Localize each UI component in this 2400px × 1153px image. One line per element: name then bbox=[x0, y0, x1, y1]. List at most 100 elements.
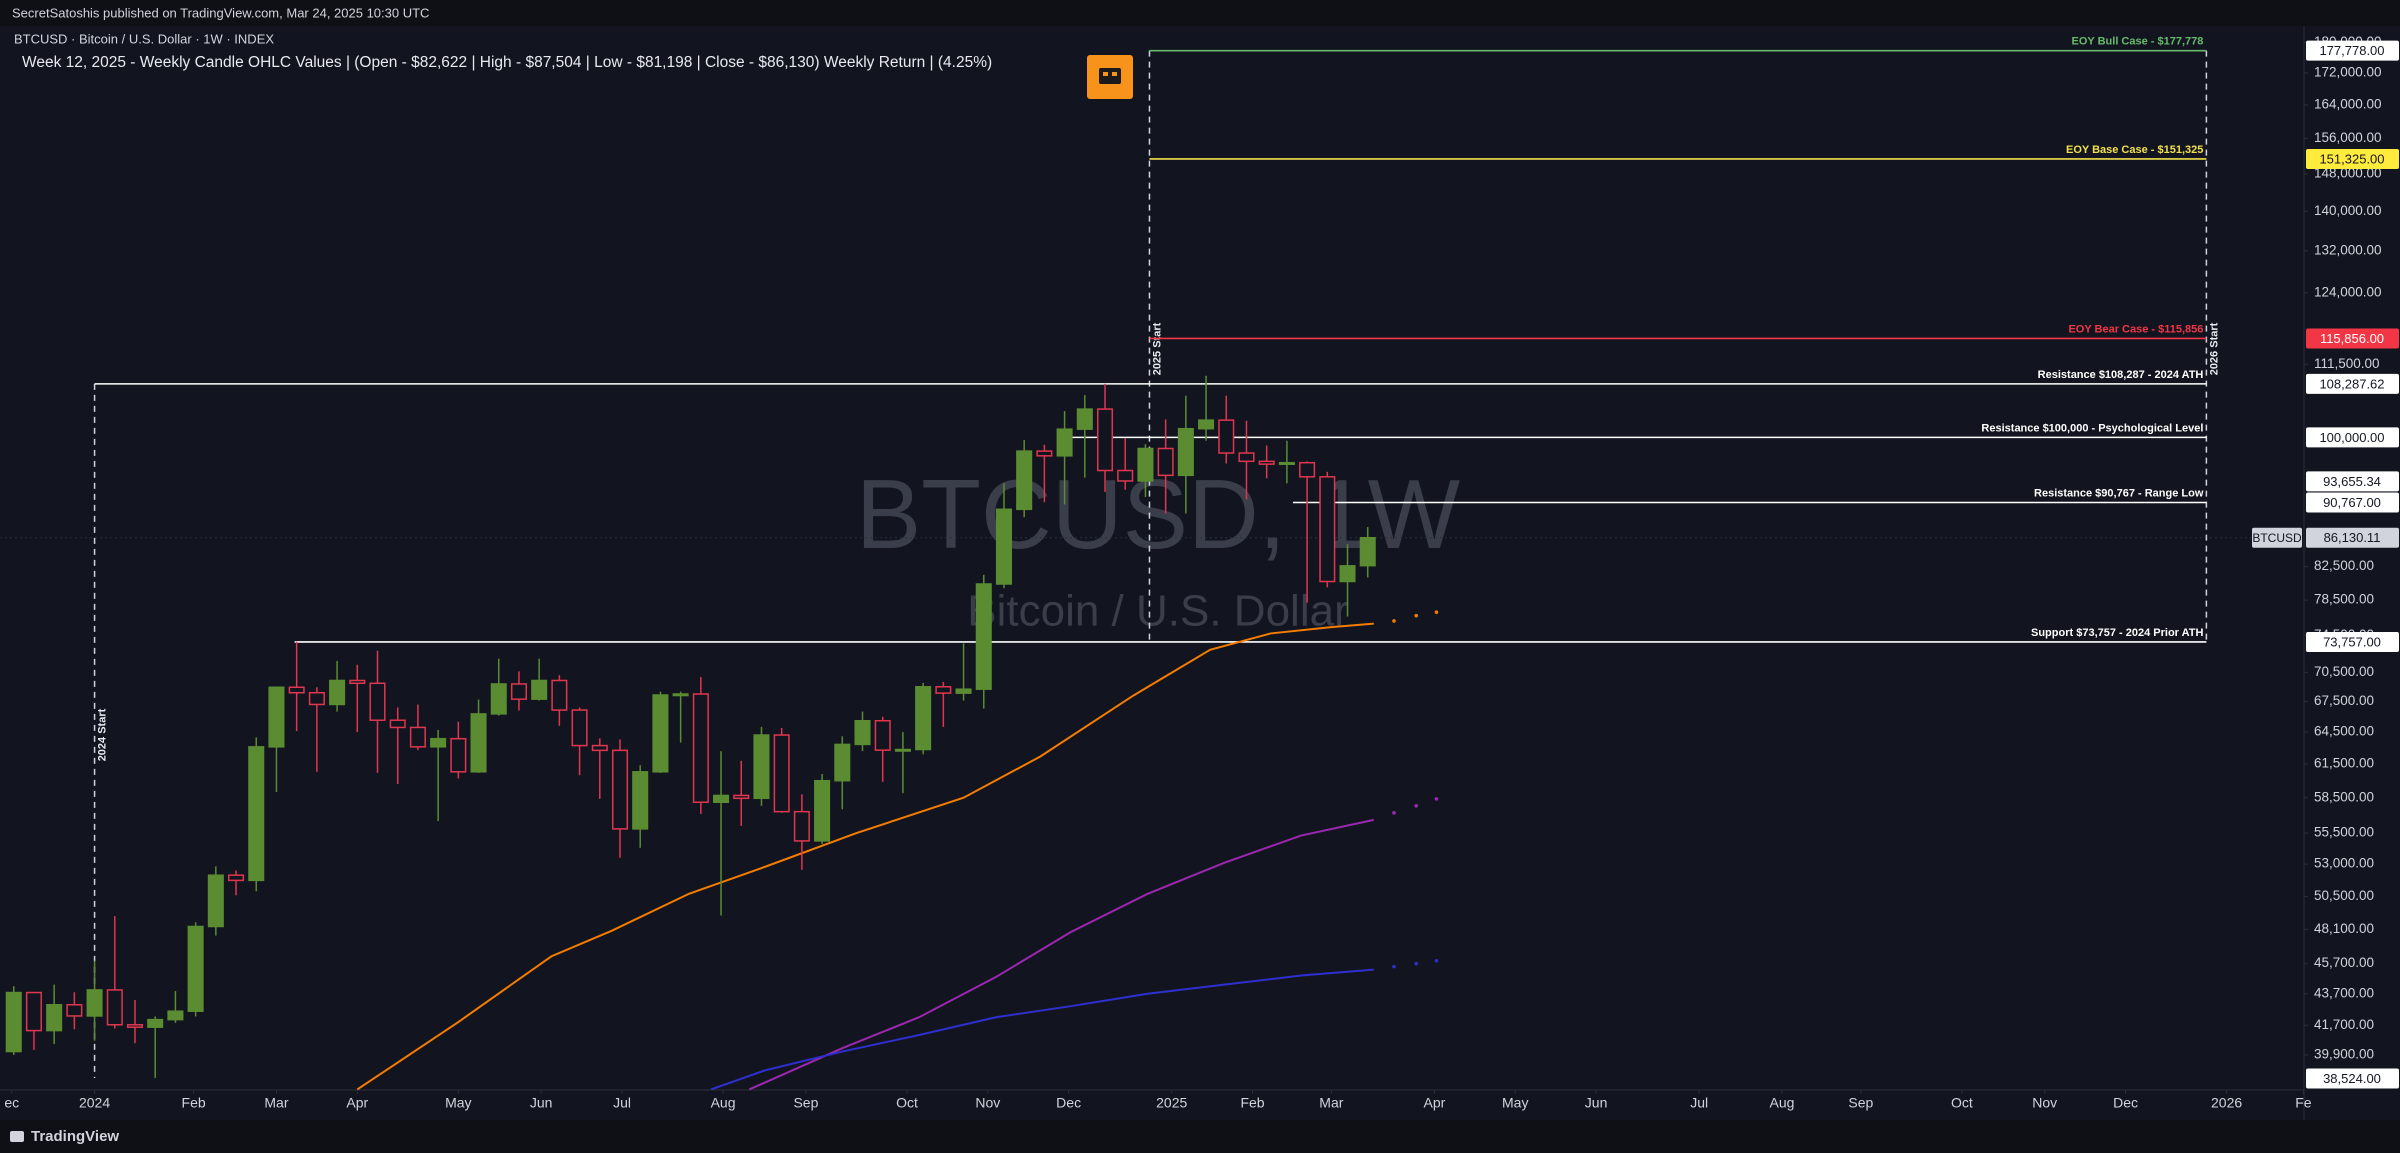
candle-body bbox=[1278, 461, 1295, 465]
candle-body bbox=[975, 583, 992, 690]
y-tick-label: 53,000.00 bbox=[2314, 856, 2374, 871]
candle-body bbox=[450, 737, 467, 773]
y-tick-label: 50,500.00 bbox=[2314, 888, 2374, 903]
marker-tag-box bbox=[2306, 1068, 2399, 1089]
x-tick-label: Aug bbox=[1770, 1095, 1795, 1111]
level-label: Resistance $100,000 - Psychological Leve… bbox=[1981, 422, 2203, 434]
moving-average-line bbox=[356, 622, 1374, 1090]
last-price-tag: 86,130.11 bbox=[2324, 530, 2381, 545]
level-tag: 100,000.00 bbox=[2319, 430, 2384, 445]
level-label: Resistance $90,767 - Range Low bbox=[2034, 487, 2204, 499]
level-tag-box bbox=[2306, 427, 2399, 448]
candle-body bbox=[1137, 447, 1154, 482]
level-tag-box bbox=[2306, 492, 2399, 513]
x-tick-label: May bbox=[1502, 1095, 1528, 1111]
candle-body bbox=[369, 682, 386, 721]
x-tick-label: Feb bbox=[182, 1095, 206, 1111]
x-tick-label: Nov bbox=[2032, 1095, 2057, 1111]
y-tick-label: 41,700.00 bbox=[2314, 1017, 2374, 1032]
x-tick-label: Jun bbox=[1585, 1095, 1608, 1111]
candle-body bbox=[389, 719, 406, 729]
logo-eye bbox=[1112, 72, 1117, 76]
y-tick-label: 67,500.00 bbox=[2314, 693, 2374, 708]
x-tick-label: Jul bbox=[1690, 1095, 1708, 1111]
candle-body bbox=[25, 991, 42, 1032]
x-tick-label: Oct bbox=[896, 1095, 918, 1111]
level-tag-box bbox=[2306, 373, 2399, 394]
marker-tag: 93,655.34 bbox=[2323, 474, 2381, 489]
logo-eye bbox=[1103, 72, 1108, 76]
candle-body bbox=[1198, 419, 1215, 430]
level-tag: 115,856.00 bbox=[2320, 331, 2384, 346]
candle-body bbox=[1157, 447, 1174, 477]
symbol-tag-box bbox=[2252, 527, 2302, 548]
candle-body bbox=[1036, 450, 1053, 457]
x-tick-label: Dec bbox=[1056, 1095, 1081, 1111]
y-tick-label: 148,000.00 bbox=[2314, 165, 2382, 180]
moving-average-line bbox=[710, 968, 1374, 1090]
projection-dot bbox=[1434, 797, 1439, 801]
level-tag: 90,767.00 bbox=[2323, 495, 2381, 510]
x-tick-label: 2025 bbox=[1156, 1095, 1187, 1111]
candle-body bbox=[713, 794, 730, 803]
level-label: EOY Base Case - $151,325 bbox=[2066, 144, 2203, 156]
logo-glyph bbox=[1099, 68, 1121, 84]
level-label: EOY Bull Case - $177,778 bbox=[2072, 36, 2204, 48]
x-tick-label: Nov bbox=[975, 1095, 1000, 1111]
level-label: Support $73,757 - 2024 Prior ATH bbox=[2031, 627, 2203, 639]
y-tick-label: 172,000.00 bbox=[2314, 64, 2382, 79]
x-tick-label: Mar bbox=[1319, 1095, 1343, 1111]
plot-background bbox=[0, 26, 2400, 1120]
candle-body bbox=[955, 688, 972, 694]
y-tick-label: 58,500.00 bbox=[2314, 789, 2374, 804]
candle-body bbox=[5, 991, 22, 1053]
period-label: 2025 Start bbox=[1151, 322, 1163, 375]
y-tick-label: 64,500.00 bbox=[2314, 724, 2374, 739]
candle-body bbox=[308, 691, 325, 706]
level-tag-box bbox=[2306, 40, 2399, 61]
x-tick-label: Apr bbox=[346, 1095, 368, 1111]
period-label: 2026 Start bbox=[2208, 322, 2220, 375]
candle-body bbox=[207, 874, 224, 928]
candle-body bbox=[935, 686, 952, 694]
y-tick-label: 164,000.00 bbox=[2314, 96, 2382, 111]
candle-body bbox=[1339, 565, 1356, 583]
moving-average-line bbox=[748, 818, 1374, 1090]
candle-body bbox=[733, 794, 750, 800]
watermark-subtitle: Bitcoin / U.S. Dollar bbox=[967, 587, 1348, 636]
candle-body bbox=[126, 1024, 144, 1028]
candle-body bbox=[187, 925, 204, 1012]
y-tick-label: 124,000.00 bbox=[2314, 284, 2382, 299]
y-tick-label: 43,700.00 bbox=[2314, 985, 2374, 1000]
last-price-tag-box bbox=[2306, 527, 2399, 548]
candle-body bbox=[268, 686, 285, 748]
candle-body bbox=[894, 748, 911, 752]
candle-body bbox=[147, 1018, 164, 1028]
projection-dot bbox=[1392, 811, 1396, 815]
y-tick-label: 78,500.00 bbox=[2314, 592, 2374, 607]
axis-layer: 180,000.00172,000.00164,000.00156,000.00… bbox=[4, 34, 2399, 1111]
candle-body bbox=[510, 683, 527, 700]
footer-logo-mark bbox=[10, 1131, 24, 1142]
candle-body bbox=[490, 683, 507, 715]
candle-body bbox=[1056, 428, 1073, 457]
candle-body bbox=[672, 693, 689, 697]
candle-body bbox=[1117, 469, 1134, 482]
x-tick-label: Jun bbox=[530, 1095, 553, 1111]
candle-body bbox=[288, 686, 305, 694]
candle-body bbox=[551, 679, 568, 711]
level-label: EOY Bear Case - $115,856 bbox=[2068, 323, 2203, 335]
candle-body bbox=[1319, 476, 1336, 583]
y-tick-label: 132,000.00 bbox=[2314, 242, 2382, 257]
y-tick-label: 45,700.00 bbox=[2314, 955, 2374, 970]
x-tick-label: Mar bbox=[264, 1095, 288, 1111]
candle-body bbox=[834, 743, 851, 782]
chart-title: Week 12, 2025 - Weekly Candle OHLC Value… bbox=[22, 54, 992, 71]
footer-logo bbox=[10, 1131, 24, 1142]
y-tick-label: 70,500.00 bbox=[2314, 664, 2374, 679]
x-tick-label: Jul bbox=[613, 1095, 631, 1111]
candle-body bbox=[1096, 408, 1114, 472]
candle-body bbox=[1258, 460, 1275, 465]
x-tick-label: 2026 bbox=[2211, 1095, 2242, 1111]
